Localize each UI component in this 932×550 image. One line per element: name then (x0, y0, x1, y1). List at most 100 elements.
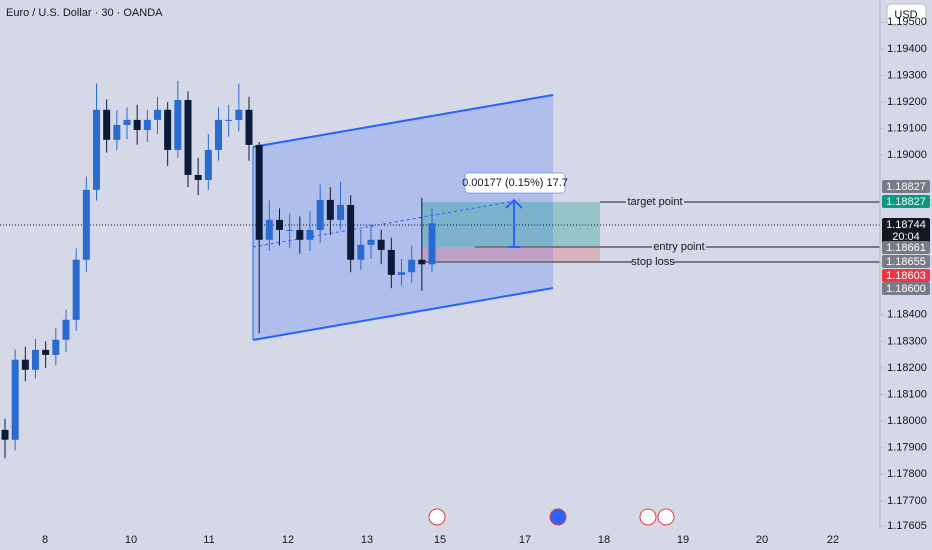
y-tick-label: 1.19000 (887, 149, 927, 161)
price-marker-label: 1.18655 (886, 256, 926, 268)
candle-body (398, 272, 405, 275)
y-tick-label: 1.18400 (887, 309, 927, 321)
y-tick-label: 1.18100 (887, 388, 927, 400)
candle-body (184, 99, 192, 175)
y-tick-label: 1.19200 (887, 96, 927, 108)
candle-body (93, 109, 100, 190)
candle-body (418, 259, 426, 265)
candle-body (72, 259, 80, 320)
price-marker-label: 1.18827 (886, 181, 926, 193)
stop-label: stop loss (631, 256, 675, 268)
y-tick-label: 1.17800 (887, 468, 927, 480)
measure-box (464, 172, 566, 194)
candle-body (113, 124, 121, 140)
candle-body (194, 174, 202, 180)
x-tick-label: 22 (827, 534, 839, 546)
candle-body (42, 349, 50, 355)
target-label: target point (627, 196, 682, 208)
x-tick-label: 20 (756, 534, 768, 546)
measure-arrowhead (505, 198, 523, 209)
candle-body (306, 229, 314, 240)
x-tick-label: 8 (42, 534, 48, 546)
x-tick-label: 12 (282, 534, 294, 546)
price-marker-label: 1.18600 (886, 283, 926, 295)
label-bg (652, 241, 706, 253)
price-marker (882, 255, 930, 268)
price-marker (882, 195, 930, 208)
price-marker (882, 269, 930, 282)
price-marker-label: 1.18603 (886, 270, 926, 282)
candle-body (235, 109, 243, 120)
candle-body (123, 119, 131, 125)
candle-body (377, 239, 385, 250)
candle-body (52, 339, 60, 355)
x-tick-label: 19 (677, 534, 689, 546)
event-icon[interactable] (657, 508, 675, 526)
candle-body (82, 189, 90, 260)
candle-body (326, 199, 334, 220)
price-marker (882, 218, 930, 244)
price-marker (882, 241, 930, 254)
x-tick-label: 18 (598, 534, 610, 546)
candle-body (133, 119, 141, 131)
price-marker-label: 1.18744 (886, 219, 926, 231)
candle-body (11, 359, 19, 440)
y-tick-label: 1.19300 (887, 69, 927, 81)
candle-body (103, 109, 111, 140)
candle-body (225, 119, 233, 121)
countdown: 20:04 (892, 231, 920, 243)
entry-label: entry point (653, 241, 704, 253)
y-tick-label: 1.19100 (887, 123, 927, 135)
y-tick-label: 1.17700 (887, 495, 927, 507)
channel-top (252, 94, 554, 148)
candle-body (316, 199, 324, 230)
y-tick-label: 1.18000 (887, 415, 927, 427)
event-icon[interactable] (549, 508, 567, 526)
symbol-title: Euro / U.S. Dollar · 30 · OANDA (6, 7, 163, 19)
price-marker-label: 1.18661 (886, 242, 926, 254)
candle-body (174, 99, 182, 150)
candle-body (1, 429, 9, 440)
x-tick-label: 13 (361, 534, 373, 546)
x-tick-label: 17 (519, 534, 531, 546)
currency-button[interactable] (886, 3, 927, 26)
candle-body (245, 109, 253, 145)
y-tick-label: 1.19500 (887, 16, 927, 28)
channel-bottom (252, 287, 554, 341)
candle-body (357, 244, 365, 260)
x-tick-label: 15 (434, 534, 446, 546)
candle-body (143, 119, 151, 131)
x-tick-label: 11 (203, 534, 214, 546)
candle-body (62, 319, 70, 340)
currency-label[interactable]: USD (894, 9, 917, 21)
y-tick-label: 1.17900 (887, 442, 927, 454)
candle-body (347, 204, 355, 260)
channel-fill (253, 95, 553, 340)
candle-body (296, 229, 304, 240)
candle-body (21, 359, 29, 370)
candle-body (32, 349, 39, 370)
candle-body (276, 219, 283, 230)
y-tick-label: 1.19400 (887, 43, 927, 55)
y-tick-label: 1.18300 (887, 335, 927, 347)
label-bg (626, 196, 684, 208)
label-bg (632, 256, 674, 268)
candle-body (387, 249, 395, 275)
y-tick-label: 1.18200 (887, 362, 927, 374)
price-marker (882, 282, 930, 295)
candle-body (408, 259, 416, 273)
candle-body (164, 109, 172, 150)
candle-body (215, 119, 222, 150)
price-marker-label: 1.18827 (886, 196, 926, 208)
x-tick-label: 10 (125, 534, 137, 546)
measure-label: 0.00177 (0.15%) 17.7 (462, 177, 568, 189)
event-icon[interactable] (428, 508, 446, 526)
candle-body (255, 144, 263, 240)
stop-zone (422, 247, 600, 262)
event-icon[interactable] (639, 508, 657, 526)
price-marker (882, 180, 930, 193)
candle-body (154, 109, 161, 120)
